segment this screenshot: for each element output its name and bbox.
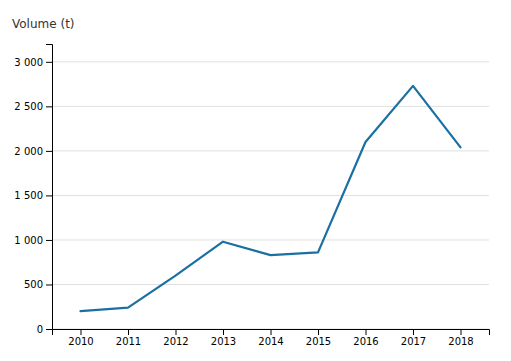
x-tick-mark xyxy=(366,329,367,335)
grid-line xyxy=(52,239,489,240)
y-tick-label: 2 000 xyxy=(14,146,43,157)
y-tick-mark xyxy=(46,240,52,241)
x-tick-mark xyxy=(318,329,319,335)
y-tick-mark xyxy=(46,106,52,107)
y-tick-label: 1 000 xyxy=(14,235,43,246)
x-tick-label: 2014 xyxy=(258,336,283,347)
y-tick-mark xyxy=(46,195,52,196)
x-tick: 2015 xyxy=(306,329,331,347)
y-tick-label: 1 500 xyxy=(14,190,43,201)
x-tick: 2014 xyxy=(258,329,283,347)
grid-line xyxy=(52,61,489,62)
series xyxy=(81,86,461,311)
y-tick-mark xyxy=(46,62,52,63)
x-tick-label: 2017 xyxy=(401,336,426,347)
x-axis: 2010 2011 2012 2013 2014 2015 2016 2017 2018 xyxy=(53,329,490,347)
x-tick-label: 2018 xyxy=(448,336,473,347)
y-tick-mark xyxy=(46,284,52,285)
y-tick-label: 2 500 xyxy=(14,101,43,112)
x-tick: 2016 xyxy=(353,329,378,347)
plot-area: 2010 2011 2012 2013 2014 2015 2016 2017 2018 0 500… xyxy=(14,45,489,348)
y-tick: 1 000 xyxy=(14,235,52,246)
x-tick: 2010 xyxy=(68,329,93,347)
x-tick: 2017 xyxy=(401,329,426,347)
y-tick-mark xyxy=(46,151,52,152)
x-tick-label: 2016 xyxy=(353,336,378,347)
x-tick-label: 2015 xyxy=(306,336,331,347)
x-tick-mark xyxy=(271,329,272,335)
x-tick-label: 2010 xyxy=(68,336,93,347)
axis-line xyxy=(46,45,53,330)
x-tick-mark xyxy=(176,329,177,335)
y-tick-label: 500 xyxy=(24,279,43,290)
y-tick: 2 500 xyxy=(14,101,52,112)
y-axis: 0 500 1 000 1 500 2 000 2 500 3 000 xyxy=(14,45,52,335)
x-tick: 2011 xyxy=(116,329,141,347)
y-tick: 0 xyxy=(37,324,52,335)
x-tick-label: 2013 xyxy=(211,336,236,347)
chart: 2010 2011 2012 2013 2014 2015 2016 2017 2018 0 500… xyxy=(0,0,511,361)
x-tick-label: 2012 xyxy=(163,336,188,347)
x-tick-mark xyxy=(413,329,414,335)
x-tick-mark xyxy=(128,329,129,335)
x-tick: 2013 xyxy=(211,329,236,347)
x-tick-mark xyxy=(461,329,462,335)
y-tick: 2 000 xyxy=(14,146,52,157)
line xyxy=(81,86,461,311)
y-tick: 500 xyxy=(24,279,52,290)
grid-line xyxy=(52,150,489,151)
y-tick-label: 3 000 xyxy=(14,57,43,68)
x-tick-label: 2011 xyxy=(116,336,141,347)
axis-title: Volume (t) xyxy=(12,17,75,31)
grid-line xyxy=(52,106,489,107)
x-tick: 2012 xyxy=(163,329,188,347)
axis-line xyxy=(53,330,490,336)
grid-line xyxy=(52,284,489,285)
y-tick: 3 000 xyxy=(14,57,52,68)
x-tick-mark xyxy=(223,329,224,335)
grid xyxy=(52,62,489,329)
y-tick: 1 500 xyxy=(14,190,52,201)
x-tick: 2018 xyxy=(448,329,473,347)
y-tick-mark xyxy=(46,329,52,330)
grid-line xyxy=(52,195,489,196)
x-tick-mark xyxy=(81,329,82,335)
y-tick-label: 0 xyxy=(37,324,43,335)
